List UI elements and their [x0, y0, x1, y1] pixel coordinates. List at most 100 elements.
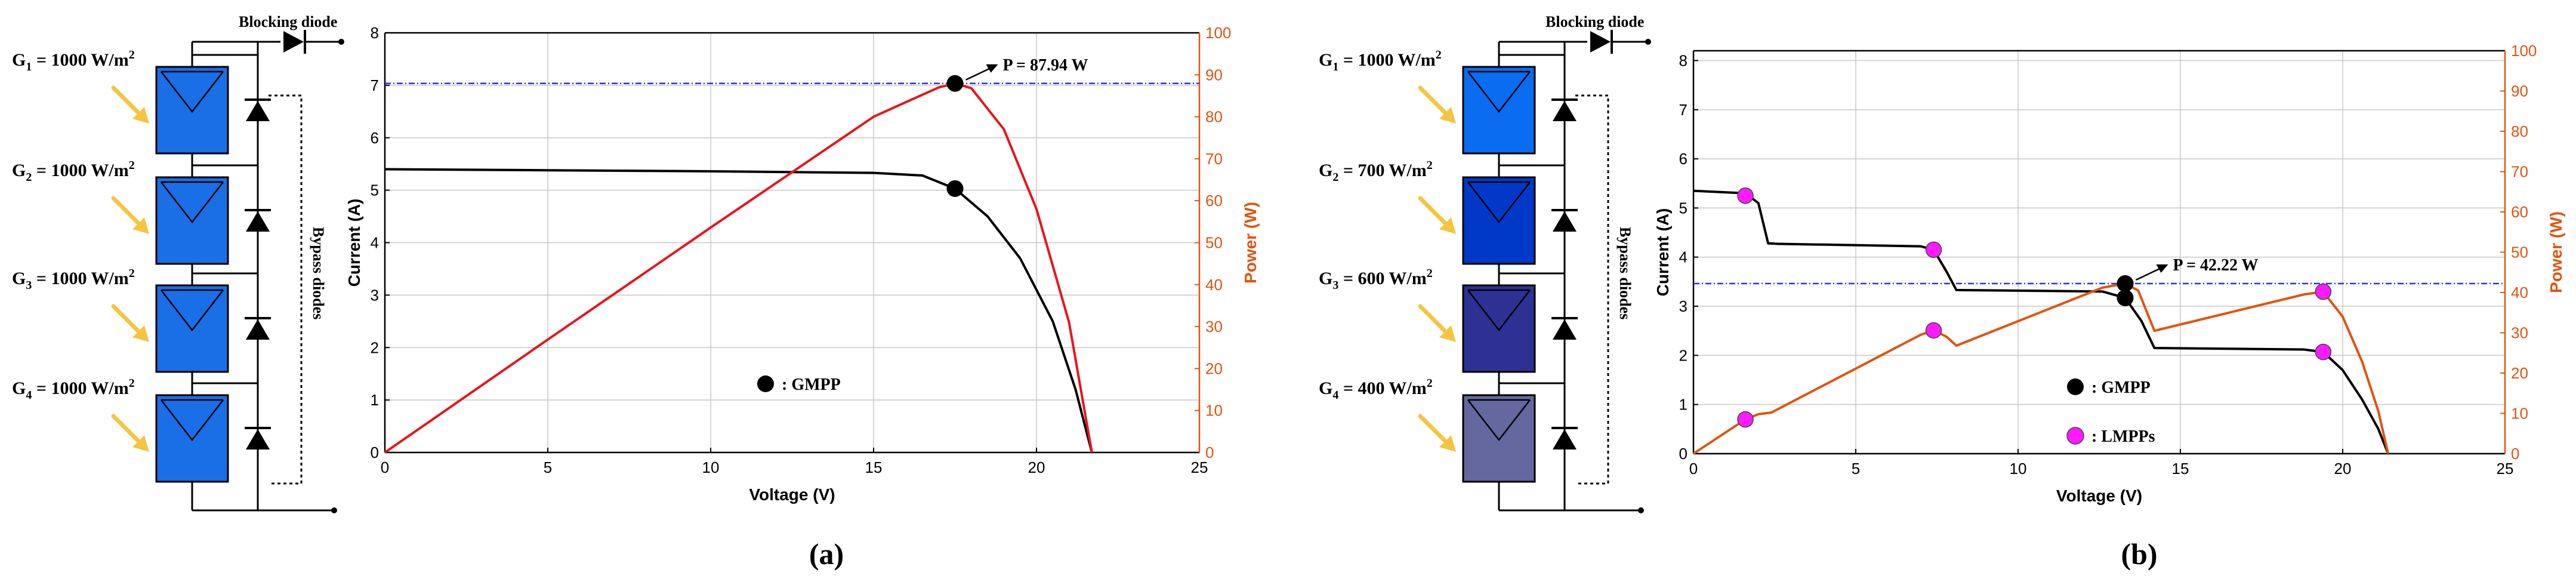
sunlight-arrow-head — [132, 217, 149, 234]
x-tick-label: 25 — [1191, 458, 1208, 476]
x-tick-label: 0 — [381, 458, 389, 476]
y-tick-label: 4 — [371, 234, 379, 252]
y-axis-label: Current (A) — [1653, 208, 1672, 297]
irradiance-label: G1 = 1000 W/m2 — [12, 48, 135, 73]
power-curve — [384, 82, 1093, 454]
panel-b-pv-module-3: G3 = 600 W/m2 — [1319, 267, 1578, 373]
panel-a-pv-module-1: G1 = 1000 W/m2 — [12, 48, 271, 155]
sunlight-arrow-icon — [111, 304, 144, 337]
bottom-terminal — [1638, 507, 1644, 513]
y2-tick-label: 20 — [2511, 364, 2528, 382]
y-tick-label: 6 — [371, 129, 379, 147]
x-tick-label: 10 — [702, 458, 720, 476]
irradiance-label: G3 = 1000 W/m2 — [12, 267, 135, 292]
pv-module-mark — [161, 181, 224, 224]
irradiance-label: G4 = 400 W/m2 — [1319, 377, 1433, 402]
sunlight-arrow-icon — [1418, 414, 1451, 447]
bypass-diode-icon — [1553, 319, 1577, 340]
legend-lmpp-label: : LMPPs — [2091, 427, 2155, 446]
panel-a-pv-module-4: G4 = 1000 W/m2 — [12, 377, 271, 483]
y2-tick-label: 40 — [1205, 276, 1223, 294]
y-tick-label: 2 — [371, 338, 379, 356]
x-tick-label: 25 — [2497, 460, 2514, 478]
y2-tick-label: 30 — [1205, 318, 1223, 335]
sunlight-arrow-head — [132, 325, 149, 342]
pv-module-mark — [1467, 71, 1531, 113]
y2-tick-label: 60 — [1205, 192, 1223, 210]
pv-module-mark — [1467, 181, 1531, 224]
y-tick-label: 2 — [1679, 346, 1687, 364]
sunlight-arrow-head — [132, 107, 149, 124]
y2-tick-label: 20 — [1205, 359, 1223, 377]
panel-b-chart: 0 5 10 15 20 25012345678010203040506070809010… — [1653, 42, 2565, 571]
sunlight-arrow-head — [1439, 325, 1456, 342]
sunlight-arrow-head — [1439, 435, 1456, 452]
bypass-diode-icon — [1553, 211, 1577, 232]
y2-tick-label: 10 — [1205, 402, 1223, 420]
top-terminal — [338, 39, 344, 45]
pv-module-mark — [161, 399, 224, 442]
gmpp-marker-power — [946, 75, 964, 92]
lmpp-marker-power — [1737, 411, 1754, 428]
y2-tick-label: 80 — [2511, 122, 2528, 140]
legend-lmpp-marker — [2066, 427, 2084, 445]
x-tick-label: 10 — [2010, 460, 2027, 478]
lmpp-marker-current — [2315, 343, 2332, 361]
y-tick-label: 5 — [1679, 199, 1687, 217]
x-tick-label: 0 — [1689, 460, 1698, 478]
blocking-diode-icon — [1590, 31, 1611, 53]
y2-tick-label: 0 — [1205, 444, 1214, 461]
x-axis-label: Voltage (V) — [749, 485, 835, 504]
gmpp-annotation-arrowhead — [986, 64, 998, 73]
y-tick-label: 3 — [1679, 297, 1687, 315]
sunlight-arrow-icon — [1418, 304, 1451, 337]
y2-tick-label: 90 — [1205, 66, 1223, 84]
y2-tick-label: 50 — [2511, 244, 2528, 261]
y2-axis-label: Power (W) — [2547, 211, 2565, 293]
bypass-diodes-label: Bypass diodes — [310, 227, 327, 319]
pv-module-mark — [161, 71, 224, 113]
pv-module-mark — [1467, 290, 1531, 332]
x-tick-label: 20 — [2334, 460, 2352, 478]
pv-module-mark — [1467, 399, 1531, 442]
sunlight-arrow-head — [132, 435, 149, 452]
bypass-diode-icon — [246, 211, 270, 232]
power-curve — [1692, 282, 2390, 455]
bypass-bracket — [1575, 94, 1609, 485]
panel-a-caption: (a) — [809, 537, 844, 571]
y2-tick-label: 10 — [2511, 405, 2528, 423]
sunlight-arrow-icon — [111, 85, 144, 119]
x-tick-label: 20 — [1028, 458, 1045, 476]
gmpp-marker-current — [2117, 290, 2134, 307]
bypass-diode-icon — [1553, 101, 1577, 121]
y2-tick-label: 50 — [1205, 234, 1223, 252]
panel-b-pv-module-2: G2 = 700 W/m2 — [1319, 159, 1578, 265]
panel-b-circuit: Blocking diode G1 = 1000 W/m2 G2 = 700 W/m… — [1319, 13, 1651, 513]
y-tick-label: 8 — [371, 24, 379, 42]
panel-a-pv-module-2: G2 = 1000 W/m2 — [12, 159, 271, 265]
x-tick-label: 5 — [1852, 460, 1860, 478]
y2-tick-label: 0 — [2511, 445, 2519, 463]
lmpp-marker-current — [1925, 241, 1942, 258]
x-tick-label: 5 — [544, 458, 552, 476]
bypass-bracket — [269, 94, 303, 485]
sunlight-arrow-icon — [111, 414, 144, 447]
panel-b-caption: (b) — [2121, 537, 2157, 571]
lmpp-marker-power — [2315, 283, 2332, 300]
panel-b-pv-module-1: G1 = 1000 W/m2 — [1319, 48, 1578, 155]
legend-gmpp-marker — [2067, 378, 2084, 395]
y2-tick-label: 30 — [2511, 324, 2528, 342]
y2-tick-label: 90 — [2511, 82, 2528, 100]
panel-a-circuit: Blocking diode G1 = 1000 W/m2 G2 = 1000 W/… — [12, 13, 344, 513]
irradiance-label: G4 = 1000 W/m2 — [12, 377, 135, 402]
gmpp-annotation-label: P = 42.22 W — [2173, 256, 2259, 275]
legend-gmpp-label: : GMPP — [2091, 378, 2151, 397]
panel-b-pv-module-4: G4 = 400 W/m2 — [1319, 377, 1578, 483]
top-terminal — [1645, 39, 1651, 45]
bypass-diode-icon — [246, 429, 270, 449]
irradiance-label: G2 = 700 W/m2 — [1319, 159, 1433, 184]
y2-tick-label: 80 — [1205, 108, 1223, 126]
y-tick-label: 4 — [1679, 248, 1687, 266]
bottom-terminal — [331, 507, 337, 513]
gmpp-annotation-arrow — [2135, 267, 2162, 281]
